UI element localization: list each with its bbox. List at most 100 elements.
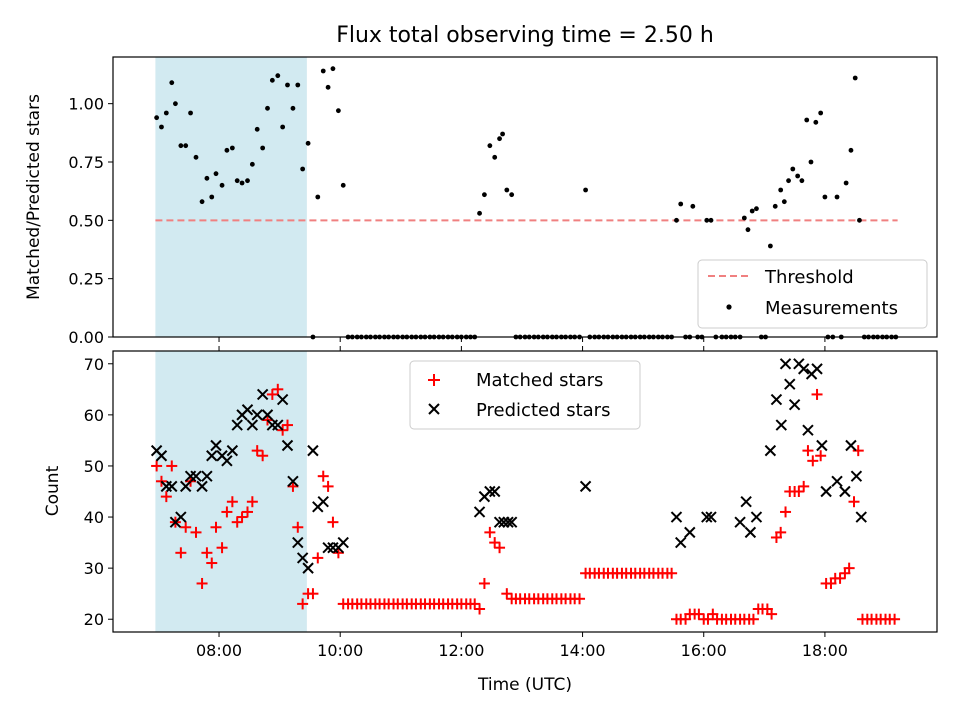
predicted-star-point bbox=[855, 511, 867, 523]
measurement-point bbox=[492, 154, 498, 160]
predicted-star-point bbox=[740, 496, 752, 508]
matched-star-point bbox=[307, 588, 319, 600]
measurement-point bbox=[674, 217, 679, 223]
matched-star-point bbox=[834, 572, 846, 584]
matched-star-point bbox=[317, 470, 329, 482]
matched-star-point bbox=[798, 480, 810, 492]
predicted-star-point bbox=[493, 516, 506, 528]
measurement-point bbox=[745, 227, 751, 233]
predicted-star-point bbox=[231, 419, 243, 431]
measurement-point bbox=[305, 140, 311, 146]
measurement-point bbox=[790, 166, 796, 172]
top-y-tick-label: 0.00 bbox=[68, 328, 104, 347]
observing-window-shade bbox=[155, 57, 307, 337]
bottom-y-tick-label: 60 bbox=[84, 406, 104, 425]
measurement-point bbox=[482, 192, 487, 198]
measurement-point bbox=[315, 194, 321, 200]
matched-star-point bbox=[747, 613, 759, 625]
matched-star-point bbox=[246, 496, 258, 508]
predicted-star-point bbox=[845, 439, 857, 452]
measurement-point bbox=[497, 136, 502, 142]
x-tick-label: 08:00 bbox=[196, 641, 242, 660]
predicted-star-point bbox=[670, 511, 683, 523]
legend-measurements-label: Measurements bbox=[765, 298, 898, 319]
legend-matched-label: Matched stars bbox=[476, 370, 603, 391]
measurement-point bbox=[275, 73, 281, 79]
matched-star-point bbox=[848, 496, 860, 508]
measurement-point bbox=[178, 143, 184, 149]
measurement-point bbox=[254, 126, 260, 132]
legend-matched-swatch bbox=[428, 374, 440, 386]
predicted-star-point bbox=[241, 404, 254, 416]
x-tick-label: 18:00 bbox=[802, 641, 848, 660]
matched-star-point bbox=[327, 516, 339, 528]
predicted-star-point bbox=[750, 511, 763, 523]
predicted-star-point bbox=[484, 485, 496, 498]
predicted-star-point bbox=[246, 419, 259, 431]
matched-star-point bbox=[574, 593, 586, 605]
matched-star-point bbox=[292, 521, 304, 533]
bottom-legend-box bbox=[409, 360, 641, 430]
measurement-point bbox=[818, 110, 824, 116]
predicted-star-point bbox=[788, 398, 801, 411]
matched-star-point bbox=[297, 598, 309, 610]
bottom-y-tick-label: 30 bbox=[84, 559, 104, 578]
x-tick-label: 14:00 bbox=[560, 641, 606, 660]
legend-measurements-swatch bbox=[726, 304, 732, 310]
matched-star-point bbox=[236, 511, 248, 523]
measurement-point bbox=[852, 75, 858, 81]
measurement-point bbox=[173, 101, 178, 107]
bottom-panel: 08:00 10:00 12:00 14:00 16:00 18:00 20 30 40 50 6… bbox=[43, 346, 938, 695]
measurement-point bbox=[265, 105, 270, 111]
measurement-point bbox=[209, 194, 215, 200]
measurement-point bbox=[487, 143, 493, 149]
matched-star-point bbox=[160, 491, 172, 503]
measurement-point bbox=[154, 115, 160, 121]
measurement-point bbox=[163, 110, 169, 116]
predicted-star-point bbox=[816, 439, 828, 452]
measurement-point bbox=[857, 217, 862, 223]
x-tick-label: 10:00 bbox=[317, 641, 363, 660]
predicted-star-point bbox=[292, 536, 304, 549]
predicted-star-point bbox=[770, 393, 783, 406]
measurement-point bbox=[504, 187, 510, 193]
matched-star-point bbox=[815, 450, 827, 462]
measurement-point bbox=[834, 194, 840, 200]
predicted-star-point bbox=[155, 450, 168, 462]
measurement-point bbox=[804, 117, 810, 123]
matched-star-point bbox=[852, 445, 864, 457]
predicted-star-point bbox=[261, 409, 274, 421]
top-y-axis-label: Matched/Predicted stars bbox=[24, 94, 44, 300]
measurement-point bbox=[285, 82, 290, 88]
predicted-star-point bbox=[744, 526, 757, 539]
matched-star-point bbox=[889, 613, 901, 625]
measurement-point bbox=[500, 131, 505, 137]
x-tick-label: 16:00 bbox=[681, 641, 727, 660]
matched-star-point bbox=[231, 516, 243, 528]
matched-star-point bbox=[478, 577, 490, 589]
matched-star-point bbox=[257, 450, 269, 462]
predicted-star-point bbox=[287, 475, 299, 487]
measurement-point bbox=[583, 187, 588, 193]
measurement-point bbox=[325, 84, 331, 90]
matched-star-point bbox=[151, 460, 163, 472]
predicted-star-point bbox=[226, 444, 239, 457]
measurement-point bbox=[678, 201, 684, 207]
matched-star-point bbox=[312, 552, 324, 564]
legend-predicted-label: Predicted stars bbox=[476, 400, 610, 421]
predicted-star-point bbox=[797, 363, 810, 375]
predicted-star-point bbox=[251, 409, 263, 421]
measurement-point bbox=[295, 82, 301, 88]
bottom-y-tick-label: 70 bbox=[84, 355, 104, 374]
predicted-star-point bbox=[579, 480, 592, 493]
measurement-point bbox=[300, 166, 306, 172]
measurement-point bbox=[843, 180, 849, 186]
top-axes-frame bbox=[112, 56, 938, 338]
bottom-y-tick-label: 50 bbox=[84, 457, 104, 476]
measurement-point bbox=[204, 175, 210, 181]
measurement-point bbox=[749, 208, 755, 214]
matched-star-point bbox=[474, 603, 486, 615]
matched-star-point bbox=[206, 557, 218, 569]
measurement-point bbox=[249, 161, 255, 167]
predicted-star-point bbox=[317, 496, 329, 508]
